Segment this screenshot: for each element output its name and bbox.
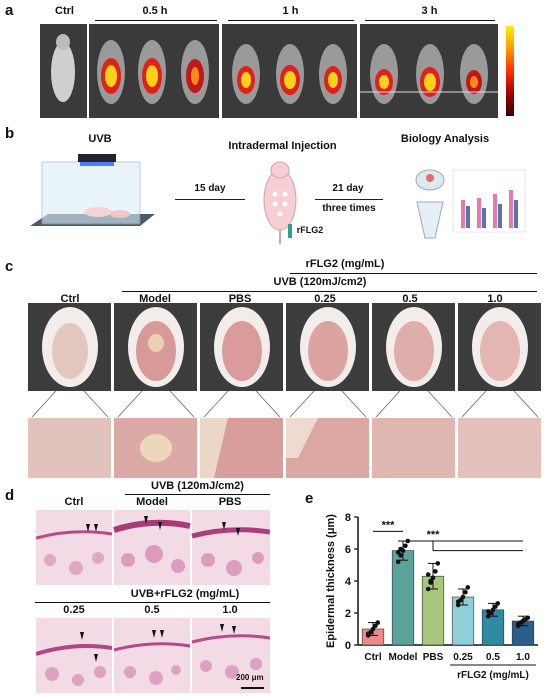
c-dose-header: rFLG2 (mg/mL) (305, 258, 385, 270)
panel-c-label: c (5, 258, 14, 275)
data-point (370, 626, 376, 632)
panel-a-group-0-5h: 0.5 h (142, 5, 168, 17)
c-dose-underline (290, 273, 537, 274)
data-point (485, 609, 491, 614)
y-tick-label: 8 (345, 512, 351, 524)
data-point (455, 602, 461, 608)
d-histology-top-row (35, 510, 271, 585)
epidermal-thickness-chart: 0 2 4 6 8 Epidermal thickness (μm) Ctrl Model PB… (325, 512, 538, 681)
significance-label: *** (382, 519, 396, 531)
d-bottom-header: UVB+rFLG2 (mg/mL) (130, 588, 240, 600)
d-group-1-0: 1.0 (222, 604, 238, 616)
times-label: three times (322, 203, 376, 214)
data-point (403, 543, 408, 549)
data-point (465, 585, 471, 590)
panel-a-label: a (5, 2, 14, 19)
uvb-box-illustration (20, 148, 160, 238)
x-tick-label: 1.0 (516, 652, 530, 663)
c-group-pbs: PBS (228, 293, 252, 305)
bar (391, 550, 415, 646)
day15-label: 15 day (194, 183, 226, 194)
panel-d-label: d (5, 487, 15, 504)
data-point (455, 599, 461, 605)
data-point (425, 572, 431, 577)
panel-a-underline (228, 20, 354, 21)
analysis-illustration (395, 150, 530, 245)
c-uvb-underline (122, 291, 537, 292)
panel-a-group-3h: 3 h (421, 5, 438, 17)
d-scale-bar-label: 200 μm (236, 673, 264, 682)
c-group-0-25: 0.25 (314, 293, 336, 305)
data-point (490, 607, 496, 613)
c-group-model: Model (139, 293, 171, 305)
agent-label: rFLG2 (296, 225, 324, 235)
panel-a-group-ctrl: Ctrl (55, 5, 74, 17)
ivis-image-ctrl (40, 24, 87, 118)
d-group-0-25: 0.25 (63, 604, 85, 616)
data-point (435, 561, 441, 566)
injection-title: Intradermal Injection (228, 140, 337, 152)
d-group-ctrl: Ctrl (64, 496, 84, 508)
analysis-title: Biology Analysis (400, 133, 490, 145)
y-tick-label: 4 (345, 576, 352, 588)
data-point (460, 594, 466, 600)
data-point (463, 589, 468, 595)
ivis-image-0-5h (89, 24, 219, 118)
data-point (525, 615, 531, 621)
data-point (493, 604, 498, 609)
x-tick-label: Model (389, 652, 418, 663)
data-point (375, 620, 381, 625)
d-group-model: Model (136, 496, 168, 508)
panel-e-label: e (305, 490, 314, 507)
c-uvb-header: UVB (120mJ/cm2) (273, 276, 367, 288)
ivis-image-1h (222, 24, 357, 118)
significance-label: *** (427, 529, 441, 541)
data-point (433, 569, 438, 574)
c-skin-closeups-row (28, 418, 541, 478)
data-point (430, 575, 436, 581)
panel-b-label: b (5, 125, 15, 142)
ivis-image-3h (360, 24, 498, 118)
d-group-pbs: PBS (218, 496, 242, 508)
data-point (395, 549, 401, 555)
x-tick-label: 0.5 (486, 652, 500, 663)
panel-a-underline (365, 20, 495, 21)
data-point (515, 621, 521, 627)
c-group-ctrl: Ctrl (60, 293, 80, 305)
panel-a-group-1h: 1 h (282, 5, 299, 17)
d-histology-bottom-row (35, 618, 271, 693)
data-point (395, 559, 401, 565)
y-tick-label: 0 (345, 640, 351, 652)
d-uvb-header: UVB (120mJ/cm2) (151, 480, 244, 492)
data-point (398, 546, 403, 552)
x-tick-label: PBS (423, 652, 444, 663)
data-point (428, 578, 433, 584)
data-point (398, 553, 403, 558)
c-group-0-5: 0.5 (402, 293, 418, 305)
mouse-injection-illustration (255, 158, 305, 248)
y-tick-label: 2 (345, 608, 351, 620)
data-point (365, 631, 371, 637)
colorbar (506, 26, 514, 116)
y-tick-label: 6 (345, 544, 351, 556)
data-point (373, 623, 378, 629)
data-point (495, 601, 501, 606)
y-axis-label: Epidermal thickness (μm) (325, 514, 337, 648)
c-mouse-photos-row (28, 303, 541, 391)
data-point (425, 586, 431, 592)
d-bottom-underline (35, 602, 270, 603)
uvb-label: UVB (88, 133, 112, 145)
day21-label: 21 day (332, 183, 364, 194)
day21-line (315, 199, 383, 200)
d-group-0-5: 0.5 (144, 604, 160, 616)
d-uvb-underline (125, 494, 270, 495)
x-tick-label: Ctrl (364, 652, 381, 663)
c-zoom-connectors (31, 391, 539, 418)
group-label: rFLG2 (mg/mL) (457, 670, 529, 681)
day15-line (175, 199, 245, 200)
c-group-1-0: 1.0 (487, 293, 503, 305)
x-tick-label: 0.25 (453, 652, 473, 663)
panel-a-underline (95, 20, 217, 21)
data-point (485, 613, 491, 619)
